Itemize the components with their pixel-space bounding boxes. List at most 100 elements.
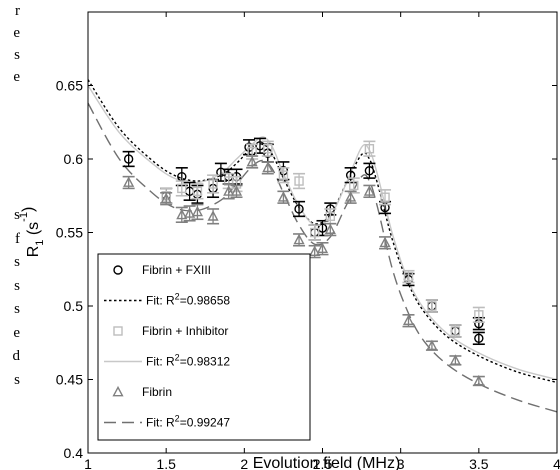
y-axis-title: R1 (s-1)	[18, 207, 46, 258]
x-tick-label: 1.5	[156, 456, 176, 470]
data-point	[123, 154, 134, 164]
data-point	[364, 166, 375, 176]
data-point	[177, 183, 187, 194]
data-point	[160, 192, 172, 204]
data-point	[294, 176, 304, 186]
page-text-fragment: s	[14, 371, 20, 388]
legend-label-part: =0.99247	[180, 416, 231, 430]
data-point	[345, 191, 357, 202]
data-point	[207, 210, 219, 221]
data-point	[262, 161, 274, 173]
page-text-fragment: s	[14, 207, 20, 223]
data-point	[316, 242, 329, 254]
legend-label: Fit: R2=0.98312	[146, 353, 230, 369]
x-tick-label: 3	[397, 456, 405, 470]
page-text-fragment: f	[15, 230, 20, 247]
legend-label-part: 2	[175, 414, 180, 424]
page-text-fragment: s	[14, 254, 20, 270]
legend-label: Fibrin + FXIII	[142, 263, 211, 277]
data-point	[427, 301, 437, 311]
legend-circle-icon	[113, 265, 123, 275]
page-text-fragment: d	[12, 348, 21, 364]
legend-label-part: Fit: R	[146, 355, 175, 369]
legend-label-part: Fit: R	[146, 416, 175, 430]
page-text-fragment: e	[13, 324, 20, 341]
y-axis-title-part: R	[25, 246, 42, 258]
y-axis-title-part: -1	[18, 212, 30, 222]
x-tick-label: 2	[240, 456, 248, 470]
y-tick-label: 0.4	[64, 445, 84, 461]
legend-label-part: =0.98312	[180, 355, 231, 369]
data-point	[176, 208, 188, 220]
page-text-fragment: s	[14, 301, 20, 317]
fit-curve-2	[87, 102, 558, 413]
data-point	[246, 155, 258, 167]
data-point	[278, 170, 289, 180]
y-tick-label: 0.5	[64, 298, 84, 314]
legend-item: Fibrin	[112, 385, 172, 399]
series-triangle	[122, 155, 485, 387]
legend-item: Fit: R2=0.98312	[104, 353, 230, 369]
data-point	[192, 186, 203, 197]
legend-item: Fit: R2=0.99247	[104, 414, 230, 430]
legend-item: Fit: R2=0.98658	[104, 292, 230, 308]
data-point	[277, 191, 289, 202]
data-point	[294, 204, 304, 214]
legend-label: Fit: R2=0.98658	[146, 292, 230, 308]
data-point	[230, 185, 243, 196]
x-tick-label: 2.5	[313, 456, 333, 470]
y-axis-title-part: )	[20, 207, 37, 212]
data-point	[216, 167, 226, 177]
data-point	[449, 354, 461, 365]
y-tick-label: 0.45	[56, 372, 83, 388]
series-square	[160, 140, 485, 338]
legend-square-icon	[113, 326, 123, 336]
y-tick-label: 0.55	[56, 225, 83, 241]
data-point	[364, 144, 375, 154]
data-point	[426, 339, 438, 351]
x-axis-title: Evolution field (MHz)	[253, 455, 401, 470]
data-point	[208, 179, 218, 189]
data-point	[184, 207, 196, 218]
data-point	[191, 205, 203, 217]
data-point	[263, 144, 273, 154]
page-text-fragment: s	[14, 47, 20, 63]
legend-item: Fibrin + Inhibitor	[113, 324, 228, 338]
x-tick-label: 4	[553, 456, 560, 470]
data-point	[403, 271, 414, 282]
legend-label-part: 2	[175, 292, 180, 302]
data-point	[123, 176, 135, 187]
legend-label: Fibrin	[142, 385, 172, 399]
data-point	[309, 227, 320, 238]
data-point	[380, 192, 390, 202]
page-text-fragment: s	[14, 277, 20, 294]
data-point	[293, 233, 305, 245]
page-text-fragment: e	[13, 25, 20, 41]
data-point	[345, 170, 356, 180]
fit-curve-0	[87, 79, 558, 384]
y-tick-label: 0.65	[56, 78, 83, 94]
data-point	[324, 223, 336, 234]
data-point	[349, 180, 359, 191]
x-tick-label: 1	[84, 456, 92, 470]
data-point	[474, 333, 484, 344]
legend-label: Fibrin + Inhibitor	[142, 324, 228, 338]
data-point	[450, 326, 461, 336]
x-tick-label: 3.5	[469, 456, 489, 470]
data-point	[474, 310, 484, 320]
page-text-fragment: r	[15, 3, 20, 19]
legend-label-part: =0.98658	[180, 294, 231, 308]
legend-item: Fibrin + FXIII	[113, 263, 211, 277]
legend-label-part: 2	[175, 353, 180, 363]
data-point	[379, 236, 391, 248]
y-tick-label: 0.6	[64, 151, 84, 167]
legend-box	[97, 253, 311, 441]
data-point	[473, 374, 485, 386]
data-point	[363, 185, 375, 196]
data-point	[402, 314, 415, 326]
page-text-fragment: e	[13, 69, 20, 85]
y-axis-title-part: 1	[34, 240, 46, 246]
